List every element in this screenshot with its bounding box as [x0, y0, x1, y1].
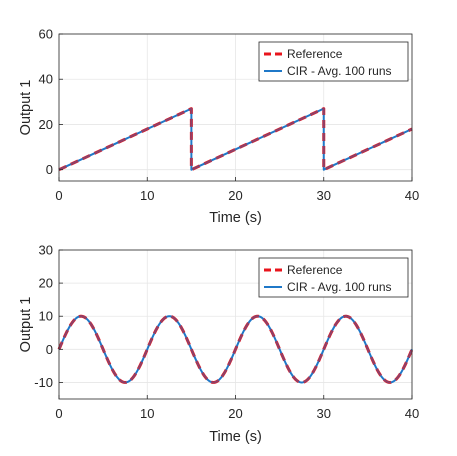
- legend-label-cir: CIR - Avg. 100 runs: [287, 64, 392, 78]
- series-group: [58, 107, 413, 172]
- legend-label-reference: Reference: [287, 263, 343, 277]
- ticks: 0 10 20 30 40 -10 0 10 20 30: [34, 243, 419, 422]
- y-tick-label: 10: [39, 309, 53, 324]
- series-line-reference-overlay: [58, 107, 413, 171]
- x-tick-label: 10: [140, 406, 154, 421]
- x-tick-label: 0: [55, 406, 62, 421]
- chart-panel-bottom: 0 10 20 30 40 -10 0 10 20 30 Time (s) Output 1 Re…: [18, 243, 419, 446]
- y-tick-label: 60: [39, 27, 53, 42]
- series-group: [57, 314, 414, 384]
- y-axis-label: Output 1: [18, 297, 34, 353]
- y-tick-label: -10: [34, 375, 53, 390]
- x-axis-label: Time (s): [209, 429, 262, 445]
- x-tick-label: 0: [55, 188, 62, 203]
- chart-panel-top: 0 10 20 30 40 0 20 40 60 Time (s) Output 1 Refer…: [18, 27, 419, 227]
- y-tick-label: 0: [46, 162, 53, 177]
- x-tick-label: 40: [405, 188, 419, 203]
- y-tick-label: 0: [46, 342, 53, 357]
- legend: Reference CIR - Avg. 100 runs: [258, 257, 409, 298]
- series-line-reference-overlay: [57, 315, 414, 384]
- y-tick-label: 20: [39, 276, 53, 291]
- y-tick-label: 20: [39, 117, 53, 132]
- legend-box: [258, 257, 409, 298]
- legend-box: [258, 41, 409, 82]
- y-axis-label: Output 1: [18, 80, 34, 136]
- y-tick-label: 30: [39, 243, 53, 258]
- x-tick-label: 30: [317, 188, 331, 203]
- x-axis-label: Time (s): [209, 210, 262, 226]
- x-tick-label: 10: [140, 188, 154, 203]
- ticks: 0 10 20 30 40 0 20 40 60: [39, 27, 420, 204]
- y-tick-label: 40: [39, 72, 53, 87]
- legend: Reference CIR - Avg. 100 runs: [258, 41, 409, 82]
- x-tick-label: 40: [405, 406, 419, 421]
- x-tick-label: 20: [228, 406, 242, 421]
- legend-label-reference: Reference: [287, 47, 343, 61]
- x-tick-label: 30: [317, 406, 331, 421]
- x-tick-label: 20: [228, 188, 242, 203]
- legend-label-cir: CIR - Avg. 100 runs: [287, 280, 392, 294]
